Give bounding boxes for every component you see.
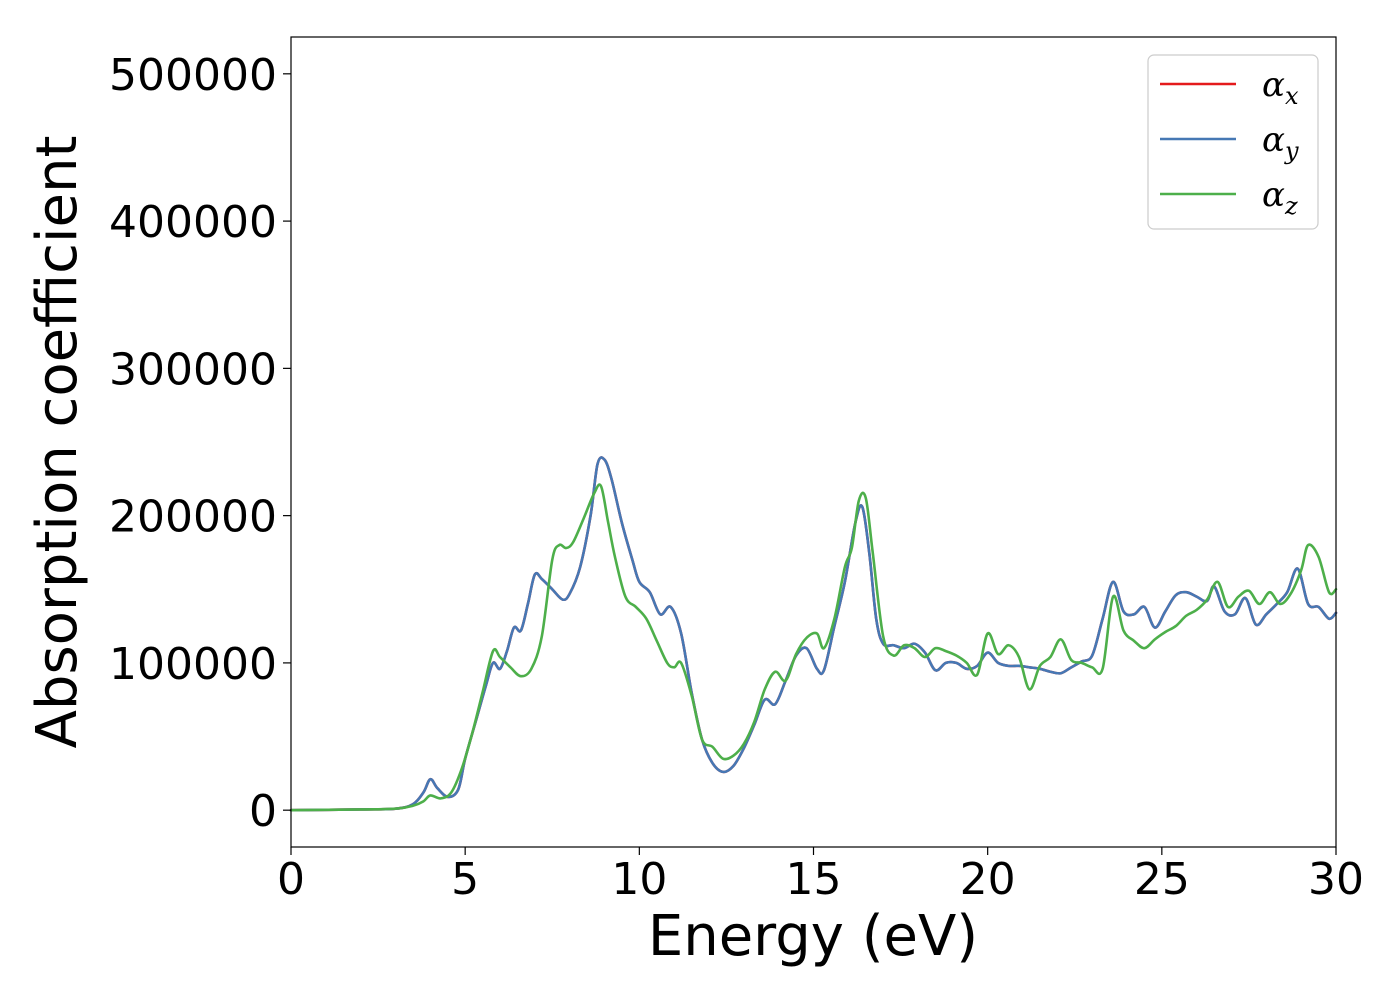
y-tick-label: 300000 <box>109 344 277 395</box>
legend: αx αy αz <box>1147 54 1319 230</box>
y-tick-label: 200000 <box>109 492 277 543</box>
series-line-y <box>289 456 1338 812</box>
x-axis: 0 5 10 15 20 25 30 <box>277 847 1364 905</box>
y-tick-label: 0 <box>249 786 277 837</box>
x-tick-label: 0 <box>277 854 305 905</box>
legend-items: αx αy αz <box>1160 65 1299 220</box>
x-tick-label: 5 <box>451 854 479 905</box>
series-layer <box>289 456 1338 812</box>
y-tick-label: 100000 <box>109 639 277 690</box>
y-axis-title: Absorption coefficient <box>25 136 90 749</box>
y-tick-label: 400000 <box>109 197 277 248</box>
x-tick-label: 20 <box>960 854 1016 905</box>
x-tick-label: 30 <box>1308 854 1364 905</box>
legend-label-z: αz <box>1262 175 1298 220</box>
y-tick-label: 500000 <box>109 50 277 101</box>
x-tick-label: 10 <box>611 854 667 905</box>
legend-box <box>1147 54 1319 230</box>
series-line-z <box>289 483 1338 812</box>
legend-label-y: αy <box>1262 120 1299 165</box>
x-tick-label: 15 <box>786 854 842 905</box>
x-tick-label: 25 <box>1134 854 1190 905</box>
y-axis: 0 100000 200000 300000 400000 500000 <box>109 50 291 837</box>
legend-label-x: αx <box>1262 65 1299 110</box>
x-axis-title: Energy (eV) <box>648 904 978 969</box>
